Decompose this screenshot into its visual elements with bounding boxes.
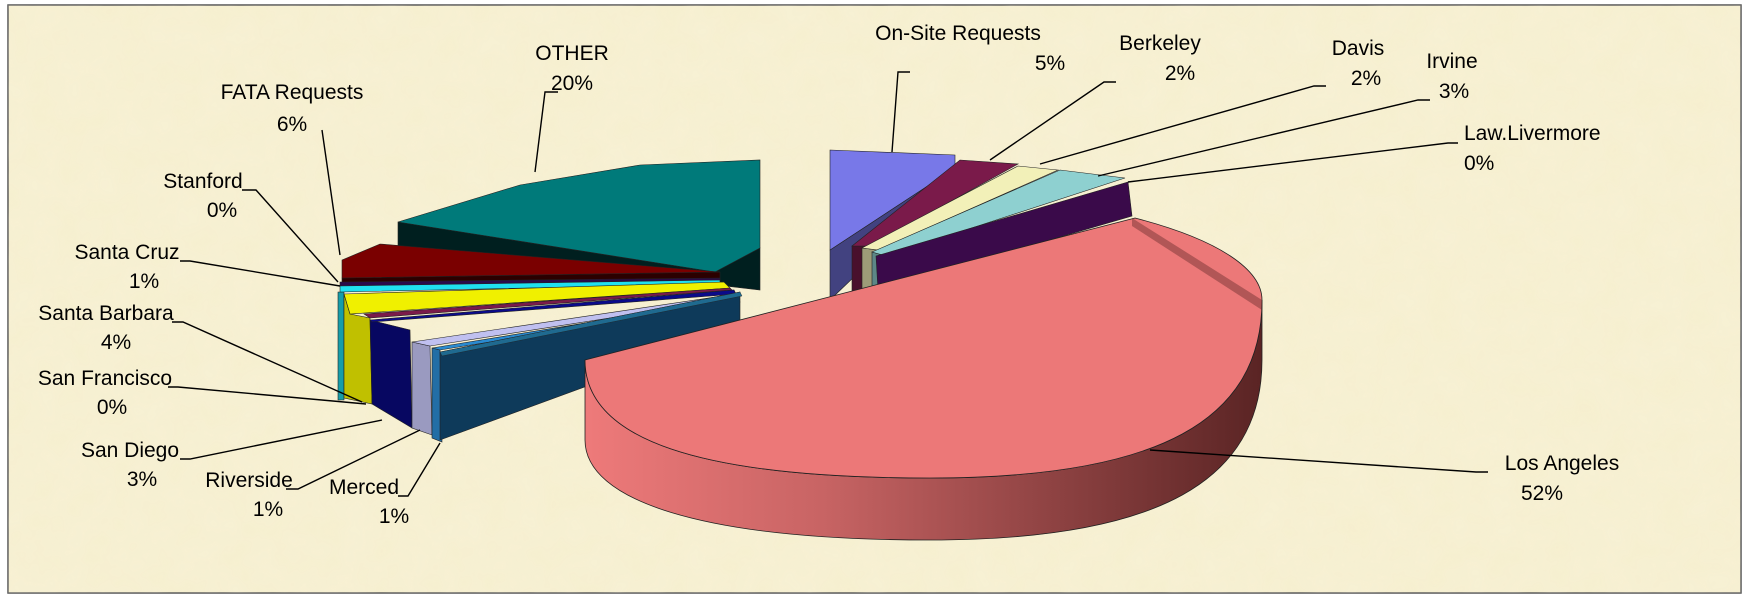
slice-top-law-livermore <box>875 181 1133 291</box>
label-other: OTHER 20% <box>534 42 609 173</box>
slice-value-santa-cruz: 1% <box>129 270 159 293</box>
slice-top-berkeley <box>851 159 1020 247</box>
leader-line-santa-cruz <box>180 260 341 287</box>
slice-value-san-diego: 3% <box>127 468 157 491</box>
slice-side-riverside <box>411 341 433 436</box>
slice-name-santa-barbara: Santa Barbara <box>38 302 174 325</box>
leader-line-stanford <box>242 189 339 283</box>
label-san-diego: San Diego 3% <box>81 419 383 491</box>
label-stanford: Stanford 0% <box>163 170 339 283</box>
slice-value-other: 20% <box>551 72 593 95</box>
label-santa-cruz: Santa Cruz 1% <box>74 241 341 293</box>
slice-top-los-angeles <box>584 217 1263 479</box>
slice-santa-cruz <box>337 279 721 401</box>
slice-value-on-site-requests: 5% <box>1035 52 1065 75</box>
label-davis: Davis 2% <box>1039 37 1385 165</box>
slice-value-merced: 1% <box>379 505 409 528</box>
slice-top-davis <box>861 165 1060 251</box>
label-san-francisco: San Francisco 0% <box>38 367 367 419</box>
leader-line-on-site-requests <box>891 71 910 153</box>
slice-value-law-livermore: 0% <box>1464 152 1494 175</box>
slice-value-berkeley: 2% <box>1165 62 1195 85</box>
leader-line-davis <box>1039 85 1326 165</box>
slice-value-los-angeles: 52% <box>1521 482 1563 505</box>
leader-line-riverside <box>286 429 421 490</box>
slice-side-santa-cruz <box>337 291 345 401</box>
slice-value-fata-requests: 6% <box>277 113 307 136</box>
leader-line-santa-barbara <box>172 321 363 403</box>
slice-value-davis: 2% <box>1351 67 1381 90</box>
label-fata-requests: FATA Requests 6% <box>221 81 364 256</box>
slice-santa-barbara <box>343 281 731 405</box>
slice-name-davis: Davis <box>1332 37 1385 60</box>
label-irvine: Irvine 3% <box>1097 50 1478 177</box>
slice-law-livermore <box>875 181 1133 291</box>
slice-name-berkeley: Berkeley <box>1119 32 1201 55</box>
leader-line-san-francisco <box>168 386 367 405</box>
slice-los-angeles <box>584 217 1263 541</box>
leader-line-law-livermore <box>1127 142 1458 183</box>
slice-value-santa-barbara: 4% <box>101 331 131 354</box>
slice-name-stanford: Stanford <box>163 170 242 193</box>
slice-name-santa-cruz: Santa Cruz <box>74 241 179 264</box>
leader-line-san-diego <box>180 419 383 460</box>
slice-name-san-francisco: San Francisco <box>38 367 172 390</box>
leader-line-berkeley <box>989 81 1116 161</box>
leader-line-irvine <box>1097 99 1430 177</box>
front-top-merced-block <box>439 291 743 357</box>
slice-name-on-site-requests: On-Site Requests <box>875 22 1041 45</box>
label-los-angeles: Los Angeles 52% <box>1149 449 1619 505</box>
label-riverside: Riverside 1% <box>205 429 421 521</box>
slice-name-merced: Merced <box>329 476 399 499</box>
leader-line-other <box>534 91 558 173</box>
slice-value-san-francisco: 0% <box>97 396 127 419</box>
slice-name-san-diego: San Diego <box>81 439 179 462</box>
slice-name-other: OTHER <box>535 42 609 65</box>
leader-line-fata-requests <box>321 129 341 256</box>
slice-edge-los-angeles <box>1132 218 1262 310</box>
slice-name-fata-requests: FATA Requests <box>221 81 364 104</box>
slice-value-stanford: 0% <box>207 199 237 222</box>
leader-line-los-angeles <box>1149 449 1488 473</box>
slice-name-riverside: Riverside <box>205 469 293 492</box>
label-santa-barbara: Santa Barbara 4% <box>38 302 363 403</box>
labels-group: OTHER 20% FATA Requests 6% Stanford 0% Santa C… <box>38 22 1619 528</box>
slice-name-los-angeles: Los Angeles <box>1505 452 1619 475</box>
label-berkeley: Berkeley 2% <box>989 32 1201 161</box>
slice-value-irvine: 3% <box>1439 80 1469 103</box>
slice-riverside <box>411 293 739 436</box>
slice-name-law-livermore: Law.Livermore <box>1464 122 1601 145</box>
label-merced: Merced 1% <box>329 442 441 528</box>
slice-name-irvine: Irvine <box>1426 50 1477 73</box>
label-on-site-requests: On-Site Requests 5% <box>875 22 1065 153</box>
slice-san-diego <box>369 289 737 429</box>
slices-group <box>337 149 1263 541</box>
slice-value-riverside: 1% <box>253 498 283 521</box>
leader-line-merced <box>398 442 441 497</box>
slice-top-fata-requests <box>341 243 721 279</box>
label-law-livermore: Law.Livermore 0% <box>1127 122 1601 183</box>
